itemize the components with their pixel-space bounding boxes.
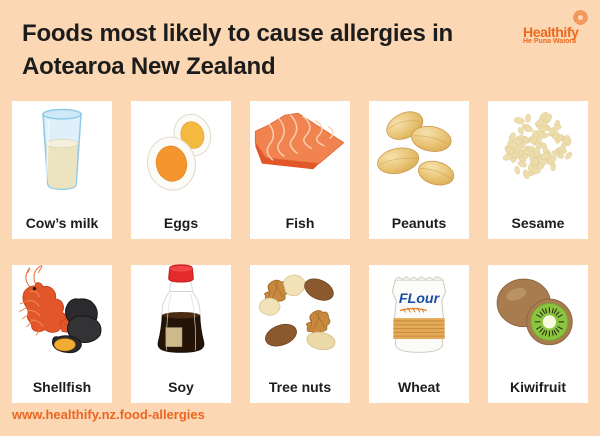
svg-text:FLour: FLour [399, 291, 441, 307]
